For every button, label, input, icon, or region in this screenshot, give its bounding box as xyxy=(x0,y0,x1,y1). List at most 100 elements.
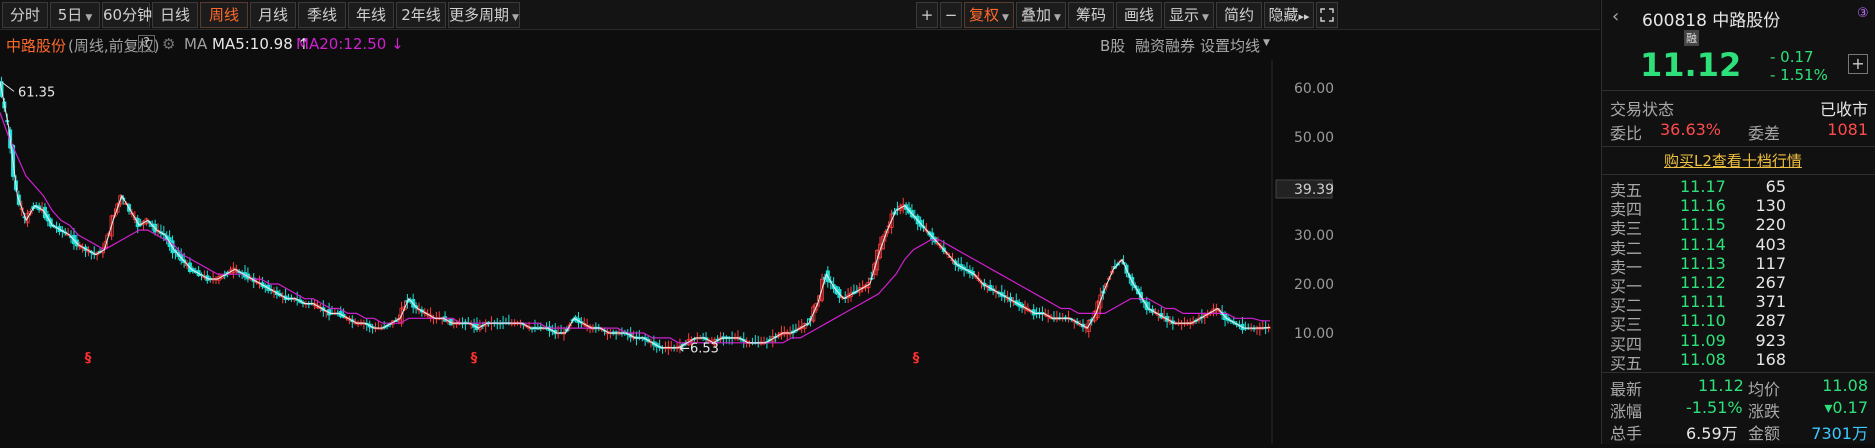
ma20-value-group: MA20:12.50 ↓ xyxy=(296,35,404,53)
l2-link-row: 购买L2查看十档行情 xyxy=(1602,150,1875,170)
add-watchlist-button[interactable]: + xyxy=(1848,54,1868,74)
candle-body xyxy=(1022,306,1027,310)
chevron-down-icon: ▼ xyxy=(1002,13,1009,23)
tab-quarterly[interactable]: 季线 xyxy=(298,2,346,28)
zoom-out-button[interactable]: − xyxy=(940,2,962,28)
dividend-marker: § xyxy=(471,351,478,366)
fudu-value: -1.51% xyxy=(1686,398,1743,417)
tab-daily[interactable]: 日线 xyxy=(152,2,198,28)
fuquan-dropdown[interactable]: 复权 ▼ xyxy=(964,2,1014,28)
candle-body xyxy=(390,320,395,325)
settings-icon[interactable]: ⚙ xyxy=(162,35,176,53)
dividend-marker: § xyxy=(913,351,920,366)
display-label: 显示 xyxy=(1169,6,1200,24)
level-volume: 65 xyxy=(1765,177,1786,196)
tab-60min[interactable]: 60分钟 xyxy=(102,2,152,28)
level-price: 11.10 xyxy=(1680,311,1726,331)
tab-monthly[interactable]: 月线 xyxy=(250,2,296,28)
ask-row[interactable]: 卖一 11.13 117 xyxy=(1602,253,1875,277)
high-label: 61.35 xyxy=(18,85,55,100)
chevron-down-icon: ▼ xyxy=(85,13,93,23)
weibi-label: 委比 xyxy=(1610,124,1643,143)
low-label: ←6.53 xyxy=(679,342,719,357)
level-price: 11.13 xyxy=(1680,253,1726,273)
zoom-in-button[interactable]: + xyxy=(916,2,938,28)
weibi-row: 委比 36.63% 委差 1081 xyxy=(1602,120,1875,143)
tab-weekly[interactable]: 周线 xyxy=(200,2,248,28)
stats-row-2: 涨幅 -1.51% 涨跌 ▾0.17 xyxy=(1602,398,1875,421)
tab-fenshi[interactable]: 分时 xyxy=(2,2,48,28)
dividend-marker: § xyxy=(85,351,92,366)
kline-chart-svg[interactable]: 60.0050.0040.0030.0020.0010.0039.3961.35… xyxy=(0,60,1600,444)
latest-label: 最新 xyxy=(1610,380,1643,399)
trade-status-row: 交易状态 已收市 xyxy=(1602,96,1875,119)
price-change: - 0.17 xyxy=(1770,48,1814,66)
ask-row[interactable]: 卖四 11.16 130 xyxy=(1602,196,1875,219)
y-tick-label: 30.00 xyxy=(1294,228,1334,244)
avg-value: 11.08 xyxy=(1822,376,1868,395)
kline-chart[interactable]: 60.0050.0040.0030.0020.0010.0039.3961.35… xyxy=(0,60,1600,444)
rank-badge[interactable]: ③ xyxy=(1857,6,1869,21)
chevron-down-icon: ▼ xyxy=(512,13,519,23)
draw-line-button[interactable]: 画线 xyxy=(1116,2,1162,28)
buy-l2-link[interactable]: 购买L2查看十档行情 xyxy=(1664,152,1802,170)
level-price: 11.09 xyxy=(1680,330,1726,350)
margin-trading-link[interactable]: 融资融券 xyxy=(1135,37,1196,55)
back-chevron-icon[interactable]: ‹ xyxy=(1612,6,1620,27)
level-label: 买二 xyxy=(1610,296,1643,316)
bid-row[interactable]: 买四 11.09 923 xyxy=(1602,330,1875,354)
ask-row[interactable]: 卖三 11.15 220 xyxy=(1602,215,1875,238)
candle-body xyxy=(77,244,82,248)
candle-body xyxy=(315,304,320,308)
bid-row[interactable]: 买二 11.11 371 xyxy=(1602,292,1875,315)
help-button[interactable]: ? xyxy=(138,35,155,52)
trade-status-value: 已收市 xyxy=(1819,100,1868,119)
jine-value: 7301万 xyxy=(1811,424,1868,443)
candle-body xyxy=(1025,308,1030,311)
stock-name-label[interactable]: 中路股份 xyxy=(6,37,67,55)
bid-row[interactable]: 买三 11.10 287 xyxy=(1602,311,1875,334)
level-volume: 923 xyxy=(1755,330,1786,350)
current-price: 11.12 xyxy=(1640,46,1742,84)
level-volume: 403 xyxy=(1755,234,1786,254)
set-ma-dropdown[interactable]: 设置均线 ▼ xyxy=(1200,35,1270,56)
ask-row[interactable]: 卖二 11.14 403 xyxy=(1602,234,1875,258)
chips-button[interactable]: 筹码 xyxy=(1068,2,1114,28)
level-price: 11.16 xyxy=(1680,196,1726,216)
level-price: 11.15 xyxy=(1680,215,1726,235)
candle-body xyxy=(811,306,816,322)
more-periods-dropdown[interactable]: 更多周期 ▼ xyxy=(448,2,520,28)
y-tick-label: 20.00 xyxy=(1294,277,1334,293)
level-volume: 220 xyxy=(1755,215,1786,235)
level-label: 卖四 xyxy=(1610,200,1643,220)
candle-body xyxy=(1202,314,1207,318)
set-ma-label: 设置均线 xyxy=(1200,37,1261,55)
rong-badge: 融 xyxy=(1684,30,1699,46)
candle-body xyxy=(103,241,108,248)
fullscreen-button[interactable] xyxy=(1316,2,1338,28)
candle-body xyxy=(883,231,888,237)
level-label: 卖五 xyxy=(1610,181,1643,200)
hide-button[interactable]: 隐藏▸▸ xyxy=(1264,2,1314,28)
level-price: 11.11 xyxy=(1680,292,1726,312)
tab-5day[interactable]: 5日 ▼ xyxy=(50,2,100,28)
fudu-label: 涨幅 xyxy=(1610,402,1643,421)
overlay-dropdown[interactable]: 叠加 ▼ xyxy=(1016,2,1066,28)
level-label: 买一 xyxy=(1610,277,1643,296)
tab-yearly[interactable]: 年线 xyxy=(348,2,394,28)
candle-body xyxy=(689,339,694,342)
level-volume: 168 xyxy=(1755,349,1786,369)
candle-body xyxy=(776,334,781,337)
tab-2year[interactable]: 2年线 xyxy=(396,2,446,28)
simple-mode-button[interactable]: 简约 xyxy=(1216,2,1262,28)
ask-row[interactable]: 卖五 11.17 65 xyxy=(1602,177,1875,200)
candle-body xyxy=(796,327,801,331)
candle-body xyxy=(1098,294,1103,309)
ma5-value-group: MA5:10.98 ↑ xyxy=(212,35,311,53)
chevron-down-icon: ▼ xyxy=(1054,13,1061,23)
y-tick-label: 60.00 xyxy=(1294,81,1334,97)
b-share-link[interactable]: B股 xyxy=(1100,37,1126,55)
display-dropdown[interactable]: 显示 ▼ xyxy=(1164,2,1214,28)
bid-row[interactable]: 买五 11.08 168 xyxy=(1602,349,1875,373)
bid-row[interactable]: 买一 11.12 267 xyxy=(1602,273,1875,296)
